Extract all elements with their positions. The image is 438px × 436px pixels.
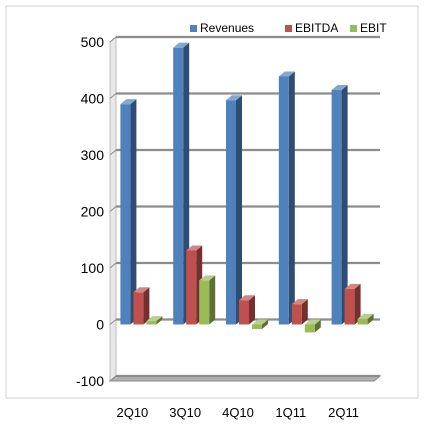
bar-top	[173, 42, 190, 48]
bar-ebitda-4q10	[239, 295, 255, 325]
bar-front	[226, 100, 236, 325]
bar-top	[357, 313, 374, 319]
x-tick-label: 3Q10	[169, 405, 201, 420]
bar-top	[239, 295, 255, 301]
bar-side	[236, 95, 242, 325]
bar-front	[239, 300, 249, 325]
legend: Revenues EBITDA EBIT	[190, 21, 387, 35]
bar-side	[209, 275, 216, 325]
legend-label: EBITDA	[295, 21, 338, 35]
bar-front	[357, 318, 368, 325]
legend-item-revenues: Revenues	[190, 21, 254, 35]
bar-top	[146, 316, 163, 322]
legend-item-ebit: EBIT	[350, 21, 387, 35]
bar-side	[301, 299, 308, 325]
gridline-depth	[109, 93, 117, 99]
bar-ebit-3q10	[199, 275, 216, 325]
legend-item-ebitda: EBITDA	[285, 21, 338, 35]
y-tick-label: 400	[81, 91, 105, 107]
gridline-depth	[109, 262, 117, 269]
bar-side	[249, 295, 255, 325]
bar-side	[367, 313, 374, 325]
bar-front	[199, 280, 210, 325]
bar-side	[156, 316, 163, 325]
gridline-depth	[109, 375, 117, 382]
bar-ebit-1q11	[304, 319, 321, 333]
y-tick-label: 200	[81, 204, 105, 220]
x-tick-label: 2Q10	[116, 405, 148, 420]
y-tick-label: 0	[96, 317, 104, 333]
y-axis-ticks: -100 0 100 200 300 400 500	[76, 34, 104, 389]
bar-top	[331, 85, 348, 91]
bar-revenues-2q11	[331, 85, 348, 325]
bar-ebit-2q11	[357, 313, 374, 325]
bar-top	[199, 275, 216, 281]
bar-side	[354, 283, 361, 325]
gridline-depth	[109, 206, 117, 212]
legend-swatch	[285, 25, 292, 32]
bar-front	[133, 292, 144, 325]
bar-revenues-2q10	[120, 99, 137, 325]
bar-top	[226, 95, 242, 101]
x-axis-ticks: 2Q10 3Q10 4Q10 1Q11 2Q11	[116, 405, 359, 420]
bar-front	[291, 304, 302, 325]
bar-ebit-4q10	[252, 319, 268, 330]
bar-ebitda-2q11	[344, 283, 361, 325]
bar-revenues-4q10	[226, 95, 242, 325]
bar-side	[143, 287, 150, 325]
gridline-depth	[109, 36, 117, 43]
bar-ebitda-2q10	[133, 287, 150, 325]
y-tick-label: 500	[81, 34, 105, 50]
x-tick-label: 4Q10	[222, 405, 254, 420]
legend-swatch	[190, 25, 197, 32]
bar-side	[314, 319, 321, 333]
bar-front	[331, 90, 342, 325]
bar-top	[120, 99, 137, 105]
bar-front	[278, 76, 289, 325]
x-tick-label: 1Q11	[275, 405, 306, 420]
bar-top	[278, 71, 295, 77]
bar-front	[120, 104, 131, 325]
bar-ebitda-1q11	[291, 299, 308, 325]
bar-front	[173, 47, 184, 325]
bars	[120, 42, 374, 333]
bar-ebit-2q10	[146, 316, 163, 325]
bar-side	[262, 319, 268, 330]
bar-side	[341, 85, 348, 325]
y-tick-label: 100	[81, 260, 105, 276]
bar-front	[186, 250, 197, 325]
bar-top	[291, 299, 308, 305]
bar-top	[344, 283, 361, 289]
y-tick-label: -100	[76, 373, 104, 389]
bar-top	[252, 319, 268, 325]
bar-front	[344, 288, 355, 325]
legend-label: Revenues	[200, 21, 254, 35]
bar-front	[304, 324, 315, 333]
x-tick-label: 2Q11	[328, 405, 359, 420]
gridline-depth	[109, 319, 117, 325]
bar-side	[288, 71, 295, 325]
y-tick-label: 300	[81, 147, 105, 163]
bar-top	[304, 319, 321, 325]
legend-swatch	[350, 25, 357, 32]
bar-top	[186, 245, 203, 251]
gridline-depth	[109, 149, 117, 156]
chart-border	[5, 5, 419, 399]
bar-revenues-1q11	[278, 71, 295, 325]
bar-side	[130, 99, 137, 325]
bar-front	[252, 324, 262, 330]
bar-top	[133, 287, 150, 293]
bar-front	[146, 321, 157, 325]
legend-label: EBIT	[360, 21, 387, 35]
